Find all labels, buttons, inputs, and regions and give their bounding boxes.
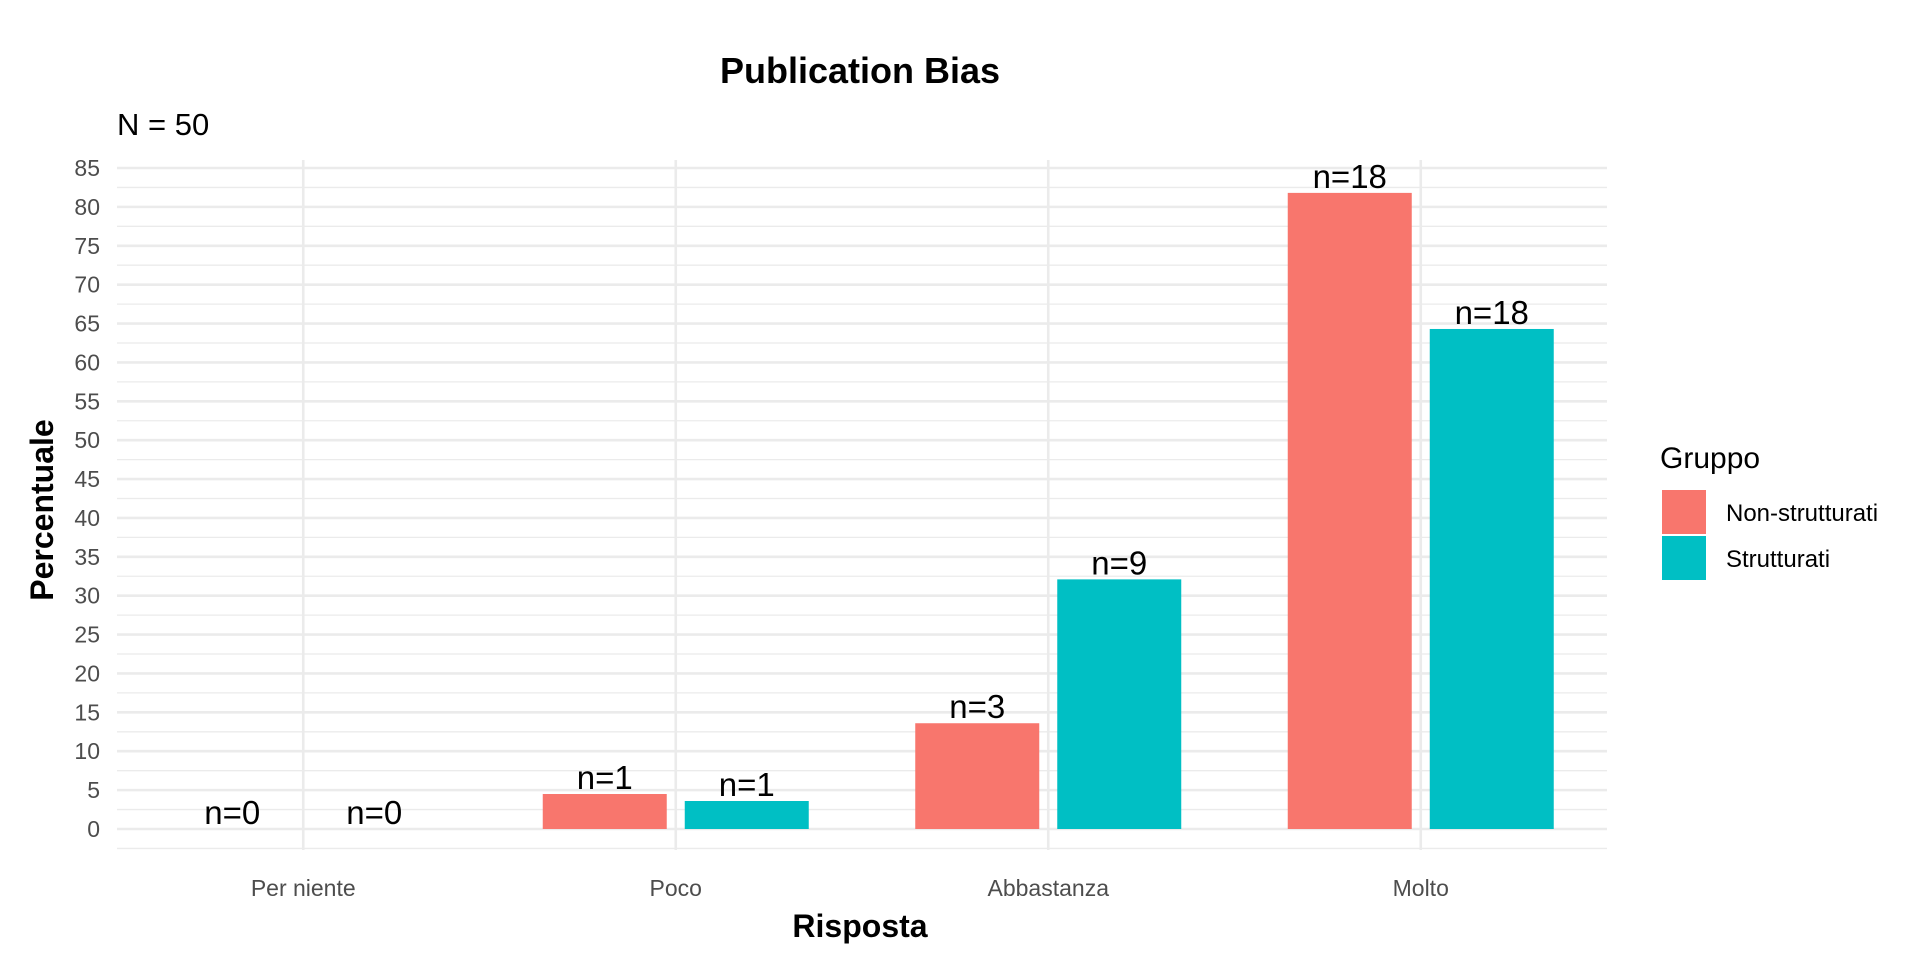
bars bbox=[542, 192, 1554, 829]
bar-value-label: n=0 bbox=[204, 794, 260, 831]
x-tick-label: Molto bbox=[1393, 875, 1449, 901]
y-tick-label: 20 bbox=[74, 660, 100, 686]
bar bbox=[542, 794, 667, 829]
bar bbox=[1429, 328, 1554, 829]
y-tick-label: 50 bbox=[74, 427, 100, 453]
y-tick-label: 65 bbox=[74, 311, 100, 337]
bar-value-label: n=1 bbox=[719, 766, 775, 803]
y-tick-label: 80 bbox=[74, 194, 100, 220]
x-tick-label: Abbastanza bbox=[988, 875, 1110, 901]
x-tick-label: Per niente bbox=[251, 875, 356, 901]
chart-title: Publication Bias bbox=[720, 50, 1000, 91]
y-axis-ticks: 0 5 10 15 20 25 30 35 40 45 50 55 60 65 70 75 80 85 bbox=[74, 155, 100, 842]
y-tick-label: 75 bbox=[74, 233, 100, 259]
bar-value-label: n=9 bbox=[1091, 544, 1147, 581]
y-tick-label: 30 bbox=[74, 583, 100, 609]
bar bbox=[915, 723, 1040, 829]
legend-swatch bbox=[1662, 536, 1706, 580]
bar-value-label: n=0 bbox=[346, 794, 402, 831]
y-tick-label: 45 bbox=[74, 466, 100, 492]
legend-label: Non-strutturati bbox=[1726, 500, 1878, 527]
x-axis-title: Risposta bbox=[792, 908, 927, 944]
y-tick-label: 15 bbox=[74, 699, 100, 725]
y-tick-label: 5 bbox=[87, 777, 100, 803]
x-tick-label: Poco bbox=[650, 875, 702, 901]
y-tick-label: 85 bbox=[74, 155, 100, 181]
y-axis-title: Percentuale bbox=[24, 419, 60, 600]
chart-subtitle: N = 50 bbox=[117, 107, 209, 142]
y-tick-label: 0 bbox=[87, 816, 100, 842]
y-tick-label: 25 bbox=[74, 622, 100, 648]
bar-value-label: n=1 bbox=[577, 759, 633, 796]
y-tick-label: 70 bbox=[74, 272, 100, 298]
y-tick-label: 10 bbox=[74, 738, 100, 764]
legend-swatch bbox=[1662, 490, 1706, 534]
bar bbox=[684, 801, 809, 829]
y-tick-label: 40 bbox=[74, 505, 100, 531]
x-axis-ticks: Per niente Poco Abbastanza Molto bbox=[251, 875, 1449, 901]
bar-labels: n=0 n=1 n=3 n=18 n=0 n=1 n=9 n=18 bbox=[204, 158, 1529, 831]
bar-value-label: n=18 bbox=[1313, 158, 1387, 195]
legend-label: Strutturati bbox=[1726, 546, 1830, 573]
y-tick-label: 35 bbox=[74, 544, 100, 570]
legend-title: Gruppo bbox=[1660, 442, 1760, 475]
y-tick-label: 60 bbox=[74, 349, 100, 375]
bar-value-label: n=18 bbox=[1455, 294, 1529, 331]
bar-value-label: n=3 bbox=[949, 688, 1005, 725]
legend: Gruppo Non-strutturati Strutturati bbox=[1660, 442, 1878, 580]
bar bbox=[1287, 192, 1412, 829]
bar bbox=[1057, 579, 1182, 829]
y-tick-label: 55 bbox=[74, 388, 100, 414]
